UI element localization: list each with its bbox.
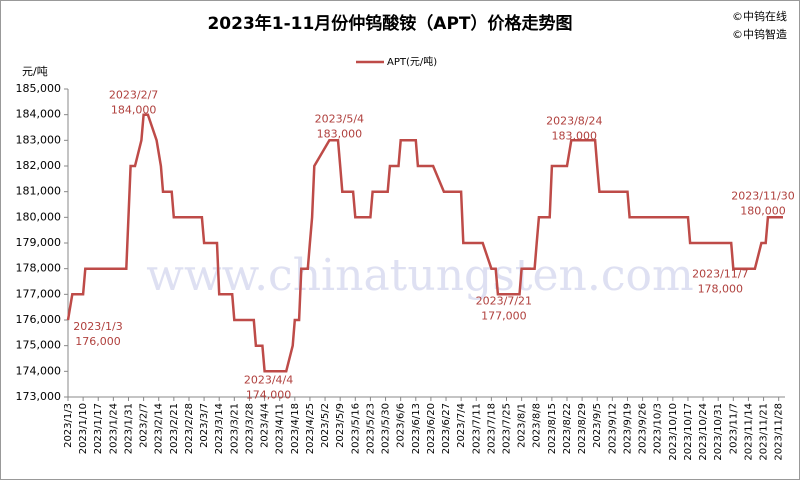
annotation-date: 2023/11/30 [731, 189, 794, 202]
annotation-value: 176,000 [75, 335, 121, 348]
annotation-date: 2023/4/4 [244, 373, 293, 386]
y-tick-label: 184,000 [16, 108, 62, 121]
x-tick-label: 2023/3/28 [244, 403, 255, 454]
x-tick-label: 2023/10/3 [653, 403, 664, 454]
x-tick-label: 2023/3/14 [214, 403, 225, 454]
x-tick-label: 2023/2/14 [154, 403, 165, 454]
x-tick-label: 2023/1/24 [108, 403, 119, 454]
x-tick-label: 2023/5/23 [365, 403, 376, 454]
annotation-date: 2023/11/7 [692, 268, 748, 281]
x-tick-label: 2023/4/11 [275, 403, 286, 454]
y-tick-label: 177,000 [16, 287, 62, 300]
y-tick-label: 181,000 [16, 185, 62, 198]
legend-label: APT(元/吨) [387, 55, 437, 68]
y-tick-label: 180,000 [16, 210, 62, 223]
x-tick-label: 2023/11/28 [774, 403, 785, 461]
x-tick-label: 2023/4/4 [260, 403, 271, 448]
y-tick-label: 174,000 [16, 364, 62, 377]
x-tick-label: 2023/2/21 [169, 403, 180, 454]
annotation-date: 2023/1/3 [73, 320, 122, 333]
x-tick-label: 2023/8/1 [517, 403, 528, 448]
x-tick-label: 2023/5/9 [335, 403, 346, 448]
y-tick-label: 178,000 [16, 262, 62, 275]
annotation-value: 183,000 [552, 129, 598, 142]
x-tick-label: 2023/5/30 [381, 403, 392, 454]
x-tick-label: 2023/9/5 [592, 403, 603, 448]
x-tick-label: 2023/10/17 [683, 403, 694, 461]
x-tick-label: 2023/7/4 [456, 403, 467, 448]
annotation-value: 183,000 [317, 127, 363, 140]
x-tick-label: 2023/1/31 [123, 403, 134, 454]
chart-title: 2023年1-11月份仲钨酸铵（APT）价格走势图 [207, 13, 572, 34]
annotation-value: 178,000 [698, 283, 744, 296]
x-tick-label: 2023/5/16 [350, 403, 361, 454]
x-tick-label: 2023/3/7 [199, 403, 210, 448]
x-tick-label: 2023/10/31 [713, 403, 724, 461]
annotation-value: 177,000 [481, 309, 527, 322]
x-tick-label: 2023/4/25 [305, 403, 316, 454]
y-tick-label: 173,000 [16, 390, 62, 403]
x-tick-label: 2023/7/11 [471, 403, 482, 454]
x-tick-label: 2023/2/7 [139, 403, 150, 448]
annotation-date: 2023/7/21 [476, 294, 532, 307]
x-tick-label: 2023/9/12 [607, 403, 618, 454]
x-tick-label: 2023/9/19 [622, 403, 633, 454]
y-tick-label: 176,000 [16, 313, 62, 326]
annotation-value: 184,000 [111, 104, 157, 117]
x-tick-label: 2023/10/24 [698, 403, 709, 461]
x-tick-label: 2023/7/25 [502, 403, 513, 454]
price-line [66, 113, 783, 373]
x-tick-label: 2023/1/3 [63, 403, 74, 448]
y-tick-label: 185,000 [16, 82, 62, 95]
x-tick-label: 2023/6/6 [396, 403, 407, 448]
annotation-value: 174,000 [246, 388, 292, 401]
x-tick-label: 2023/10/10 [668, 403, 679, 461]
watermark: www.chinatungsten.com [146, 250, 693, 301]
copyright: ©中钨智造 [732, 27, 787, 41]
x-tick-label: 2023/8/15 [547, 403, 558, 454]
x-tick-label: 2023/6/20 [426, 403, 437, 454]
x-tick-label: 2023/11/14 [743, 403, 754, 461]
x-tick-label: 2023/3/21 [229, 403, 240, 454]
y-tick-label: 182,000 [16, 159, 62, 172]
x-tick-label: 2023/8/8 [532, 403, 543, 448]
x-tick-label: 2023/6/27 [441, 403, 452, 454]
y-unit: 元/吨 [22, 65, 48, 78]
x-tick-label: 2023/1/10 [78, 403, 89, 454]
y-tick-label: 175,000 [16, 339, 62, 352]
annotation-date: 2023/2/7 [109, 89, 158, 102]
x-tick-label: 2023/11/21 [759, 403, 770, 461]
x-tick-label: 2023/11/7 [728, 403, 739, 454]
y-tick-label: 179,000 [16, 236, 62, 249]
annotation-date: 2023/5/4 [315, 112, 364, 125]
x-tick-label: 2023/5/2 [320, 403, 331, 448]
x-tick-label: 2023/4/18 [290, 403, 301, 454]
x-tick-label: 2023/6/13 [411, 403, 422, 454]
y-tick-label: 183,000 [16, 133, 62, 146]
x-tick-label: 2023/7/18 [486, 403, 497, 454]
x-tick-label: 2023/8/22 [562, 403, 573, 454]
annotation-value: 180,000 [740, 204, 786, 217]
x-tick-label: 2023/1/17 [93, 403, 104, 454]
x-tick-label: 2023/8/29 [577, 403, 588, 454]
annotation-date: 2023/8/24 [546, 114, 602, 127]
x-tick-label: 2023/2/28 [184, 403, 195, 454]
copyright: ©中钨在线 [732, 9, 787, 23]
x-tick-label: 2023/9/26 [638, 403, 649, 454]
